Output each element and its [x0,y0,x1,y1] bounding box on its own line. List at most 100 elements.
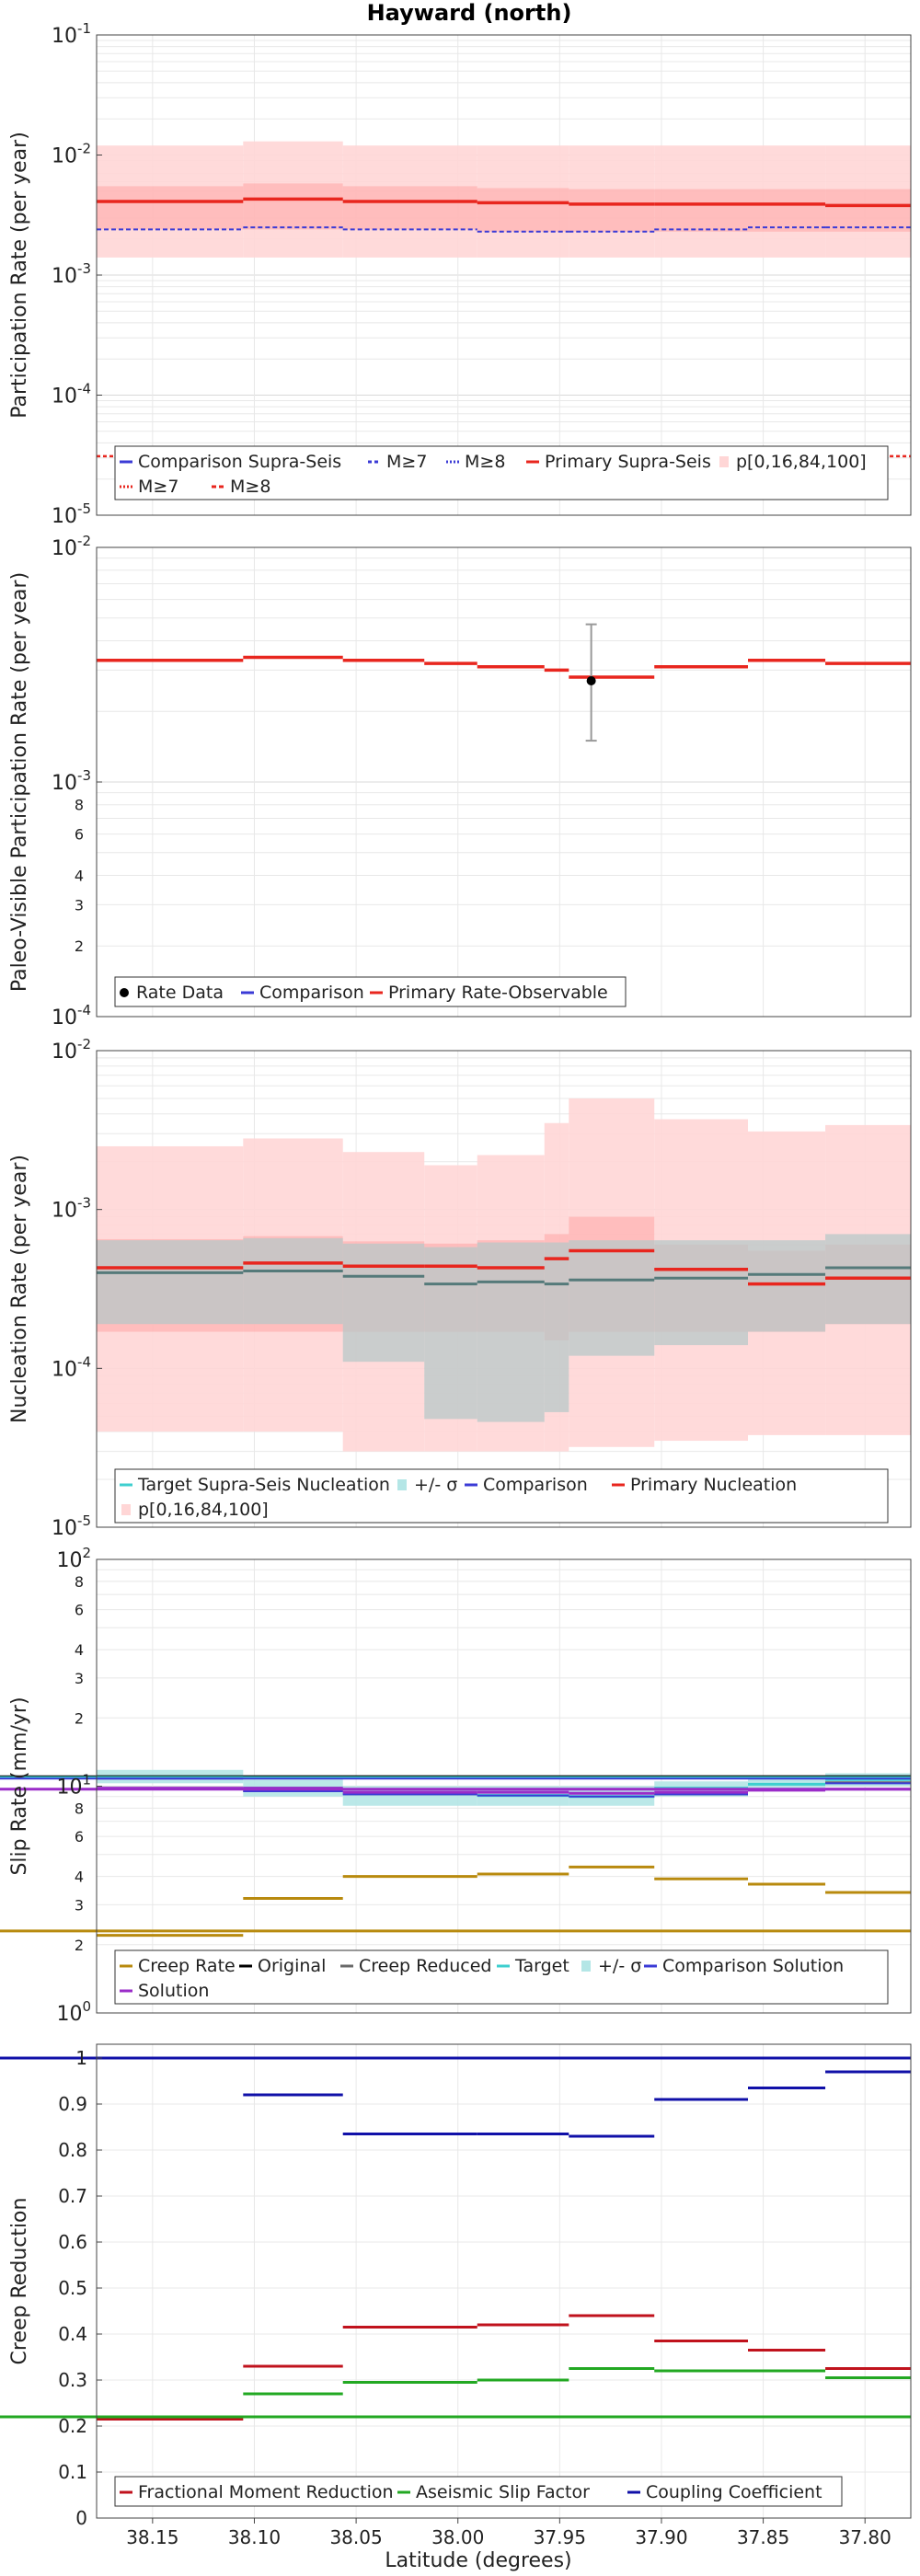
y-tick-label: 102 [56,1545,91,1572]
y-tick-label: 10-1 [52,20,91,48]
y-tick-label: 10-2 [52,533,91,560]
y-tick-label: 0.2 [58,2415,87,2437]
y-tick-label: 10-5 [52,1512,91,1540]
y-minor-tick-label: 6 [75,826,84,844]
y-axis-label: Slip Rate (mm/yr) [8,1696,31,1875]
target-sigma-band [342,1243,425,1363]
plot-frame [96,1050,912,1528]
x-axis-label: Latitude (degrees) [385,2549,571,2572]
y-minor-tick-label: 3 [75,1670,84,1687]
y-tick-label: 1 [75,2047,87,2069]
x-tick-label: 37.95 [534,2526,586,2548]
y-minor-tick-label: 4 [75,1869,84,1886]
legend-label: Rate Data [136,983,224,1003]
y-tick-label: 0.3 [58,2369,87,2391]
legend-swatch [121,1504,131,1515]
band-p16-84 [654,189,748,232]
y-tick-label: 0.7 [58,2185,87,2207]
charts-layer: 10-5 10-4 10-3 10-2 10-1 Participation Rate (… [0,20,912,2548]
y-minor-tick-label: 4 [75,867,84,884]
y-minor-tick-label: 4 [75,1641,84,1659]
legend-label: Original [258,1956,326,1976]
legend-label: M≥8 [230,477,270,497]
legend-label: M≥7 [138,477,178,497]
legend-swatch [120,988,129,997]
legend-label: Aseismic Slip Factor [416,2482,590,2502]
legend-label: p[0,16,84,100] [138,1500,269,1520]
y-tick-label: 0.5 [58,2277,87,2299]
band-p16-84 [97,186,244,230]
target-sigma-band [424,1247,477,1420]
y-tick-label: 10-3 [52,1195,91,1223]
x-tick-label: 38.05 [329,2526,382,2548]
plot-frame [96,2043,912,2519]
band-p0-100 [825,145,911,258]
y-tick-label: 10-3 [52,260,91,288]
y-tick-label: 0 [75,2507,87,2529]
y-tick-label: 100 [56,1998,91,2026]
y-axis-label: Creep Reduction [8,2198,31,2365]
y-tick-label: 0.8 [58,2139,87,2161]
y-axis-label: Nucleation Rate (per year) [8,1155,31,1423]
target-sigma-band [477,1242,545,1422]
y-tick-label: 0.9 [58,2093,87,2115]
x-tick-label: 38.00 [431,2526,484,2548]
band-p0-100 [569,145,655,258]
y-tick-label: 0.1 [58,2461,87,2483]
y-tick-label: 10-4 [52,381,91,408]
nucleation-legend [114,1468,889,1524]
y-minor-tick-label: 6 [75,1828,84,1846]
band-p16-84 [243,183,343,230]
legend-swatch [397,1479,407,1490]
legend-label: +/- σ [598,1956,641,1976]
y-minor-tick-label: 8 [75,797,84,814]
y-minor-tick-label: 2 [75,1937,84,1954]
legend-label: M≥7 [386,452,427,472]
band-p16-84 [342,186,477,230]
y-tick-label: 10-3 [52,767,91,795]
y-minor-tick-label: 8 [75,1573,84,1591]
x-tick-label: 37.80 [839,2526,891,2548]
legend-label: Comparison Supra-Seis [138,452,341,472]
legend-label: Primary Rate-Observable [388,983,608,1003]
y-tick-label: 10-4 [52,1353,91,1381]
band-p16-84 [477,188,569,232]
target-sigma-band [654,1240,748,1346]
legend-label: Fractional Moment Reduction [138,2482,394,2502]
legend-label: Target Supra-Seis Nucleation [137,1475,390,1495]
y-axis-label: Participation Rate (per year) [8,132,31,419]
legend-label: +/- σ [414,1475,457,1495]
legend-label: Solution [138,1981,209,2001]
y-tick-label: 0.4 [58,2323,87,2345]
y-minor-tick-label: 2 [75,937,84,955]
plot-area-creep [97,2044,911,2518]
target-sigma-band [748,1240,826,1332]
legend-label: Primary Nucleation [630,1475,797,1495]
y-minor-tick-label: 3 [75,1896,84,1914]
rate-data-point [586,676,596,686]
target-sigma-band [544,1242,569,1412]
y-tick-label: 101 [56,1772,91,1800]
legend-swatch [719,456,729,467]
slip-legend [114,1949,889,2005]
legend-label: Comparison [259,983,364,1003]
x-tick-label: 38.15 [126,2526,178,2548]
legend-label: Target [514,1956,569,1976]
legend-label: p[0,16,84,100] [736,452,867,472]
legend-label: Comparison Solution [662,1956,844,1976]
creep-legend [114,2476,843,2507]
x-tick-label: 37.85 [737,2526,789,2548]
band-p0-100 [654,145,748,258]
participation-legend [114,445,889,500]
legend-label: Creep Reduced [359,1956,491,1976]
y-tick-label: 0.6 [58,2231,87,2253]
band-p0-100 [748,145,826,258]
legend-label: Primary Supra-Seis [545,452,711,472]
target-sigma-band [569,1240,655,1356]
y-minor-tick-label: 3 [75,896,84,914]
x-tick-label: 38.10 [228,2526,281,2548]
y-tick-label: 10-2 [52,141,91,168]
figure-title: Hayward (north) [367,0,572,26]
band-p16-84 [748,189,826,232]
